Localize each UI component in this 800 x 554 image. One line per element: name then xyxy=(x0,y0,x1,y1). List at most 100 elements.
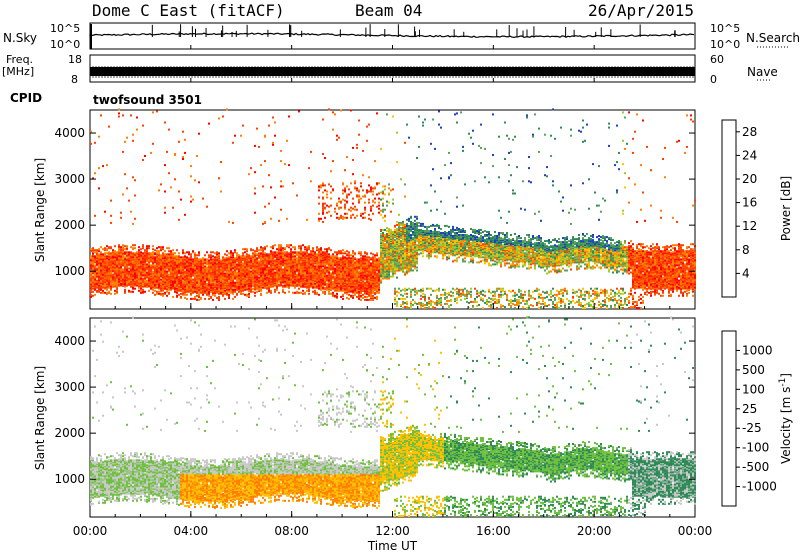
power-cell xyxy=(186,293,188,296)
power-cell xyxy=(230,251,232,254)
power-cell xyxy=(296,194,298,197)
power-cell xyxy=(130,273,132,276)
power-cell xyxy=(184,252,186,255)
power-cell xyxy=(124,245,126,248)
power-cell xyxy=(336,138,338,141)
power-cell xyxy=(132,222,134,225)
power-cell xyxy=(270,283,272,286)
power-cell xyxy=(216,255,218,258)
power-cell xyxy=(92,257,94,260)
power-cell xyxy=(292,260,294,263)
power-cell xyxy=(306,249,308,252)
power-cell xyxy=(170,286,172,289)
power-cell xyxy=(298,110,300,113)
power-cell xyxy=(254,266,256,269)
power-cell xyxy=(318,266,320,269)
power-cell xyxy=(336,288,338,291)
power-cell xyxy=(316,273,318,276)
power-cell xyxy=(342,266,344,269)
power-cell xyxy=(154,273,156,276)
power-cell xyxy=(100,246,102,249)
power-cell xyxy=(348,273,350,276)
power-cell xyxy=(122,246,124,249)
power-cell xyxy=(110,263,112,266)
power-cell xyxy=(288,280,290,283)
power-cell xyxy=(142,273,144,276)
power-cell xyxy=(190,277,192,280)
power-cell xyxy=(104,249,106,252)
power-cell xyxy=(248,295,250,298)
power-cell xyxy=(328,108,330,111)
power-cell xyxy=(148,266,150,269)
power-cell xyxy=(250,259,252,262)
power-cell xyxy=(194,297,196,300)
power-cell xyxy=(164,258,166,261)
power-cell xyxy=(106,245,108,248)
power-cell xyxy=(196,288,198,291)
power-cell xyxy=(200,273,202,276)
power-cell xyxy=(164,190,166,193)
power-cell xyxy=(232,141,234,144)
power-cell xyxy=(120,282,122,285)
power-cell xyxy=(188,257,190,260)
power-cell xyxy=(98,265,100,268)
power-cell xyxy=(336,134,338,137)
power-cell xyxy=(104,291,106,294)
power-cell xyxy=(204,254,206,257)
power-cell xyxy=(186,276,188,279)
power-cell xyxy=(254,283,256,286)
power-cell xyxy=(282,185,284,188)
power-cell xyxy=(344,273,346,276)
power-cell xyxy=(208,294,210,297)
power-cell xyxy=(192,258,194,261)
power-cell xyxy=(176,258,178,261)
power-cell xyxy=(120,248,122,251)
freq-tick-low: 8 xyxy=(71,74,78,85)
power-cell xyxy=(226,288,228,291)
power-cell xyxy=(338,206,340,209)
power-cell xyxy=(224,272,226,275)
power-cell xyxy=(328,247,330,250)
power-cell xyxy=(148,263,150,266)
power-cell xyxy=(162,280,164,283)
power-cell xyxy=(318,280,320,283)
power-cell xyxy=(158,258,160,261)
power-cell xyxy=(140,267,142,270)
nsearch-tick-low: 10^0 xyxy=(710,39,740,50)
power-cell xyxy=(230,250,232,253)
power-cell xyxy=(186,269,188,272)
power-cell xyxy=(312,252,314,255)
power-cell xyxy=(172,266,174,269)
power-cell xyxy=(284,247,286,250)
power-cell xyxy=(182,280,184,283)
power-cell xyxy=(108,273,110,276)
power-cell xyxy=(250,264,252,267)
power-cell xyxy=(296,257,298,260)
power-cell xyxy=(328,253,330,256)
power-cell xyxy=(118,269,120,272)
power-cell xyxy=(102,253,104,256)
power-cell xyxy=(154,293,156,296)
power-cell xyxy=(300,277,302,280)
power-cell xyxy=(128,199,130,202)
power-cell xyxy=(180,276,182,279)
power-cell xyxy=(90,258,92,261)
power-cell xyxy=(278,248,280,251)
power-cell xyxy=(132,258,134,261)
power-cell xyxy=(176,264,178,267)
power-cell xyxy=(308,288,310,291)
power-cell xyxy=(120,211,122,214)
power-cell xyxy=(228,280,230,283)
power-cell xyxy=(248,254,250,257)
power-cell xyxy=(156,250,158,253)
power-cell xyxy=(280,266,282,269)
power-cell xyxy=(258,249,260,252)
power-cell xyxy=(286,266,288,269)
power-cell xyxy=(122,281,124,284)
power-cell xyxy=(264,205,266,208)
power-cell xyxy=(120,276,122,279)
power-cell xyxy=(118,251,120,254)
power-cell xyxy=(246,253,248,256)
power-cell xyxy=(104,247,106,250)
power-cell xyxy=(126,257,128,260)
